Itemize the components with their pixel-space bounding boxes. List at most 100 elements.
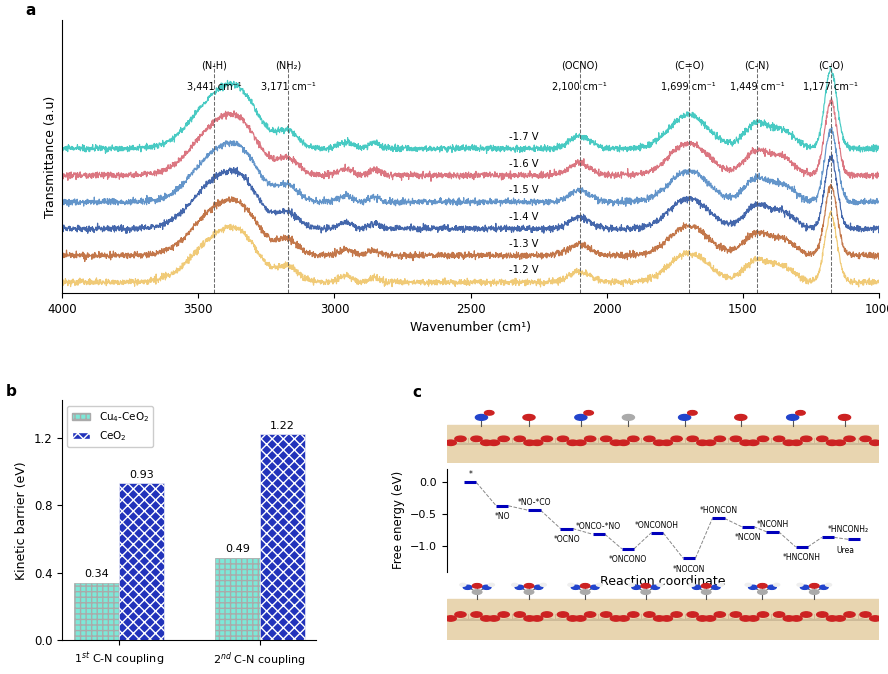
X-axis label: Wavenumber (cm¹): Wavenumber (cm¹) [410,321,531,334]
Legend: Cu$_4$-CeO$_2$, CeO$_2$: Cu$_4$-CeO$_2$, CeO$_2$ [67,406,153,447]
Circle shape [757,584,767,588]
Circle shape [757,590,767,594]
Circle shape [524,590,534,594]
Circle shape [542,436,552,441]
Circle shape [791,616,802,621]
Circle shape [801,612,812,617]
Circle shape [783,440,795,446]
Text: 1,177 cm⁻¹: 1,177 cm⁻¹ [804,82,859,92]
Circle shape [718,584,724,586]
Text: (OCNO): (OCNO) [561,61,599,71]
Text: -1.7 V: -1.7 V [509,132,538,142]
Circle shape [471,436,482,441]
Circle shape [767,585,776,589]
Circle shape [558,612,568,617]
Circle shape [524,616,535,621]
Circle shape [584,410,593,415]
Circle shape [687,612,698,617]
Circle shape [618,440,630,446]
Circle shape [826,584,831,586]
Bar [447,425,879,462]
Circle shape [702,584,711,588]
Circle shape [511,584,518,586]
Y-axis label: Kinetic barrier (eV): Kinetic barrier (eV) [15,461,28,580]
Text: *HNCONH₂: *HNCONH₂ [828,525,869,534]
Circle shape [810,584,819,588]
Circle shape [844,612,855,617]
Text: 1,699 cm⁻¹: 1,699 cm⁻¹ [662,82,716,92]
Circle shape [471,612,482,617]
Text: 3,441 cm⁻¹: 3,441 cm⁻¹ [187,82,242,92]
Circle shape [662,616,672,621]
Circle shape [704,616,716,621]
Circle shape [714,612,725,617]
Text: *OCNO: *OCNO [553,535,580,544]
Circle shape [464,585,472,589]
Circle shape [869,440,881,446]
Circle shape [748,616,759,621]
Text: 1.22: 1.22 [270,421,295,431]
Circle shape [651,585,660,589]
Text: -1.3 V: -1.3 V [509,239,538,249]
Text: -1.4 V: -1.4 V [509,212,538,222]
Circle shape [654,616,665,621]
Circle shape [455,612,466,617]
Circle shape [757,436,769,441]
Circle shape [629,584,634,586]
Circle shape [749,585,757,589]
Circle shape [671,612,682,617]
Circle shape [480,440,492,446]
Circle shape [678,415,691,421]
Text: (C=O): (C=O) [674,61,704,71]
X-axis label: Reaction coordinate: Reaction coordinate [600,575,725,588]
Circle shape [644,436,655,441]
Text: b: b [6,384,17,398]
Bar [260,434,305,640]
Circle shape [600,436,612,441]
Text: -1.5 V: -1.5 V [509,185,538,195]
Circle shape [757,612,769,617]
Circle shape [532,440,543,446]
Circle shape [844,436,855,441]
Y-axis label: Transmittance (a.u): Transmittance (a.u) [44,96,57,218]
Circle shape [697,616,708,621]
Circle shape [523,415,535,421]
Circle shape [445,616,456,621]
Circle shape [827,440,837,446]
Circle shape [773,584,780,586]
Circle shape [591,585,599,589]
Text: a: a [26,3,36,18]
Circle shape [628,436,639,441]
Circle shape [535,585,543,589]
Circle shape [834,616,845,621]
Circle shape [704,440,716,446]
Circle shape [482,585,491,589]
Text: *NCONH: *NCONH [757,520,789,528]
Circle shape [567,616,578,621]
Circle shape [697,440,708,446]
Circle shape [689,584,695,586]
Circle shape [662,440,672,446]
Text: (C-N): (C-N) [744,61,770,71]
Text: 2,100 cm⁻¹: 2,100 cm⁻¹ [552,82,607,92]
Text: *HONCON: *HONCON [700,506,738,516]
Circle shape [687,436,698,441]
Circle shape [571,585,580,589]
Text: 0.49: 0.49 [225,544,250,554]
Circle shape [532,616,543,621]
Circle shape [783,616,795,621]
Circle shape [702,590,711,594]
Circle shape [745,584,751,586]
Circle shape [687,410,697,415]
Circle shape [657,584,663,586]
Circle shape [827,616,837,621]
Circle shape [568,584,574,586]
Circle shape [514,436,526,441]
Text: 3,171 cm⁻¹: 3,171 cm⁻¹ [260,82,315,92]
Text: 0.93: 0.93 [129,470,154,480]
Circle shape [773,612,785,617]
Circle shape [610,440,622,446]
Circle shape [524,440,535,446]
Text: -1.2 V: -1.2 V [509,266,538,276]
Circle shape [740,616,751,621]
